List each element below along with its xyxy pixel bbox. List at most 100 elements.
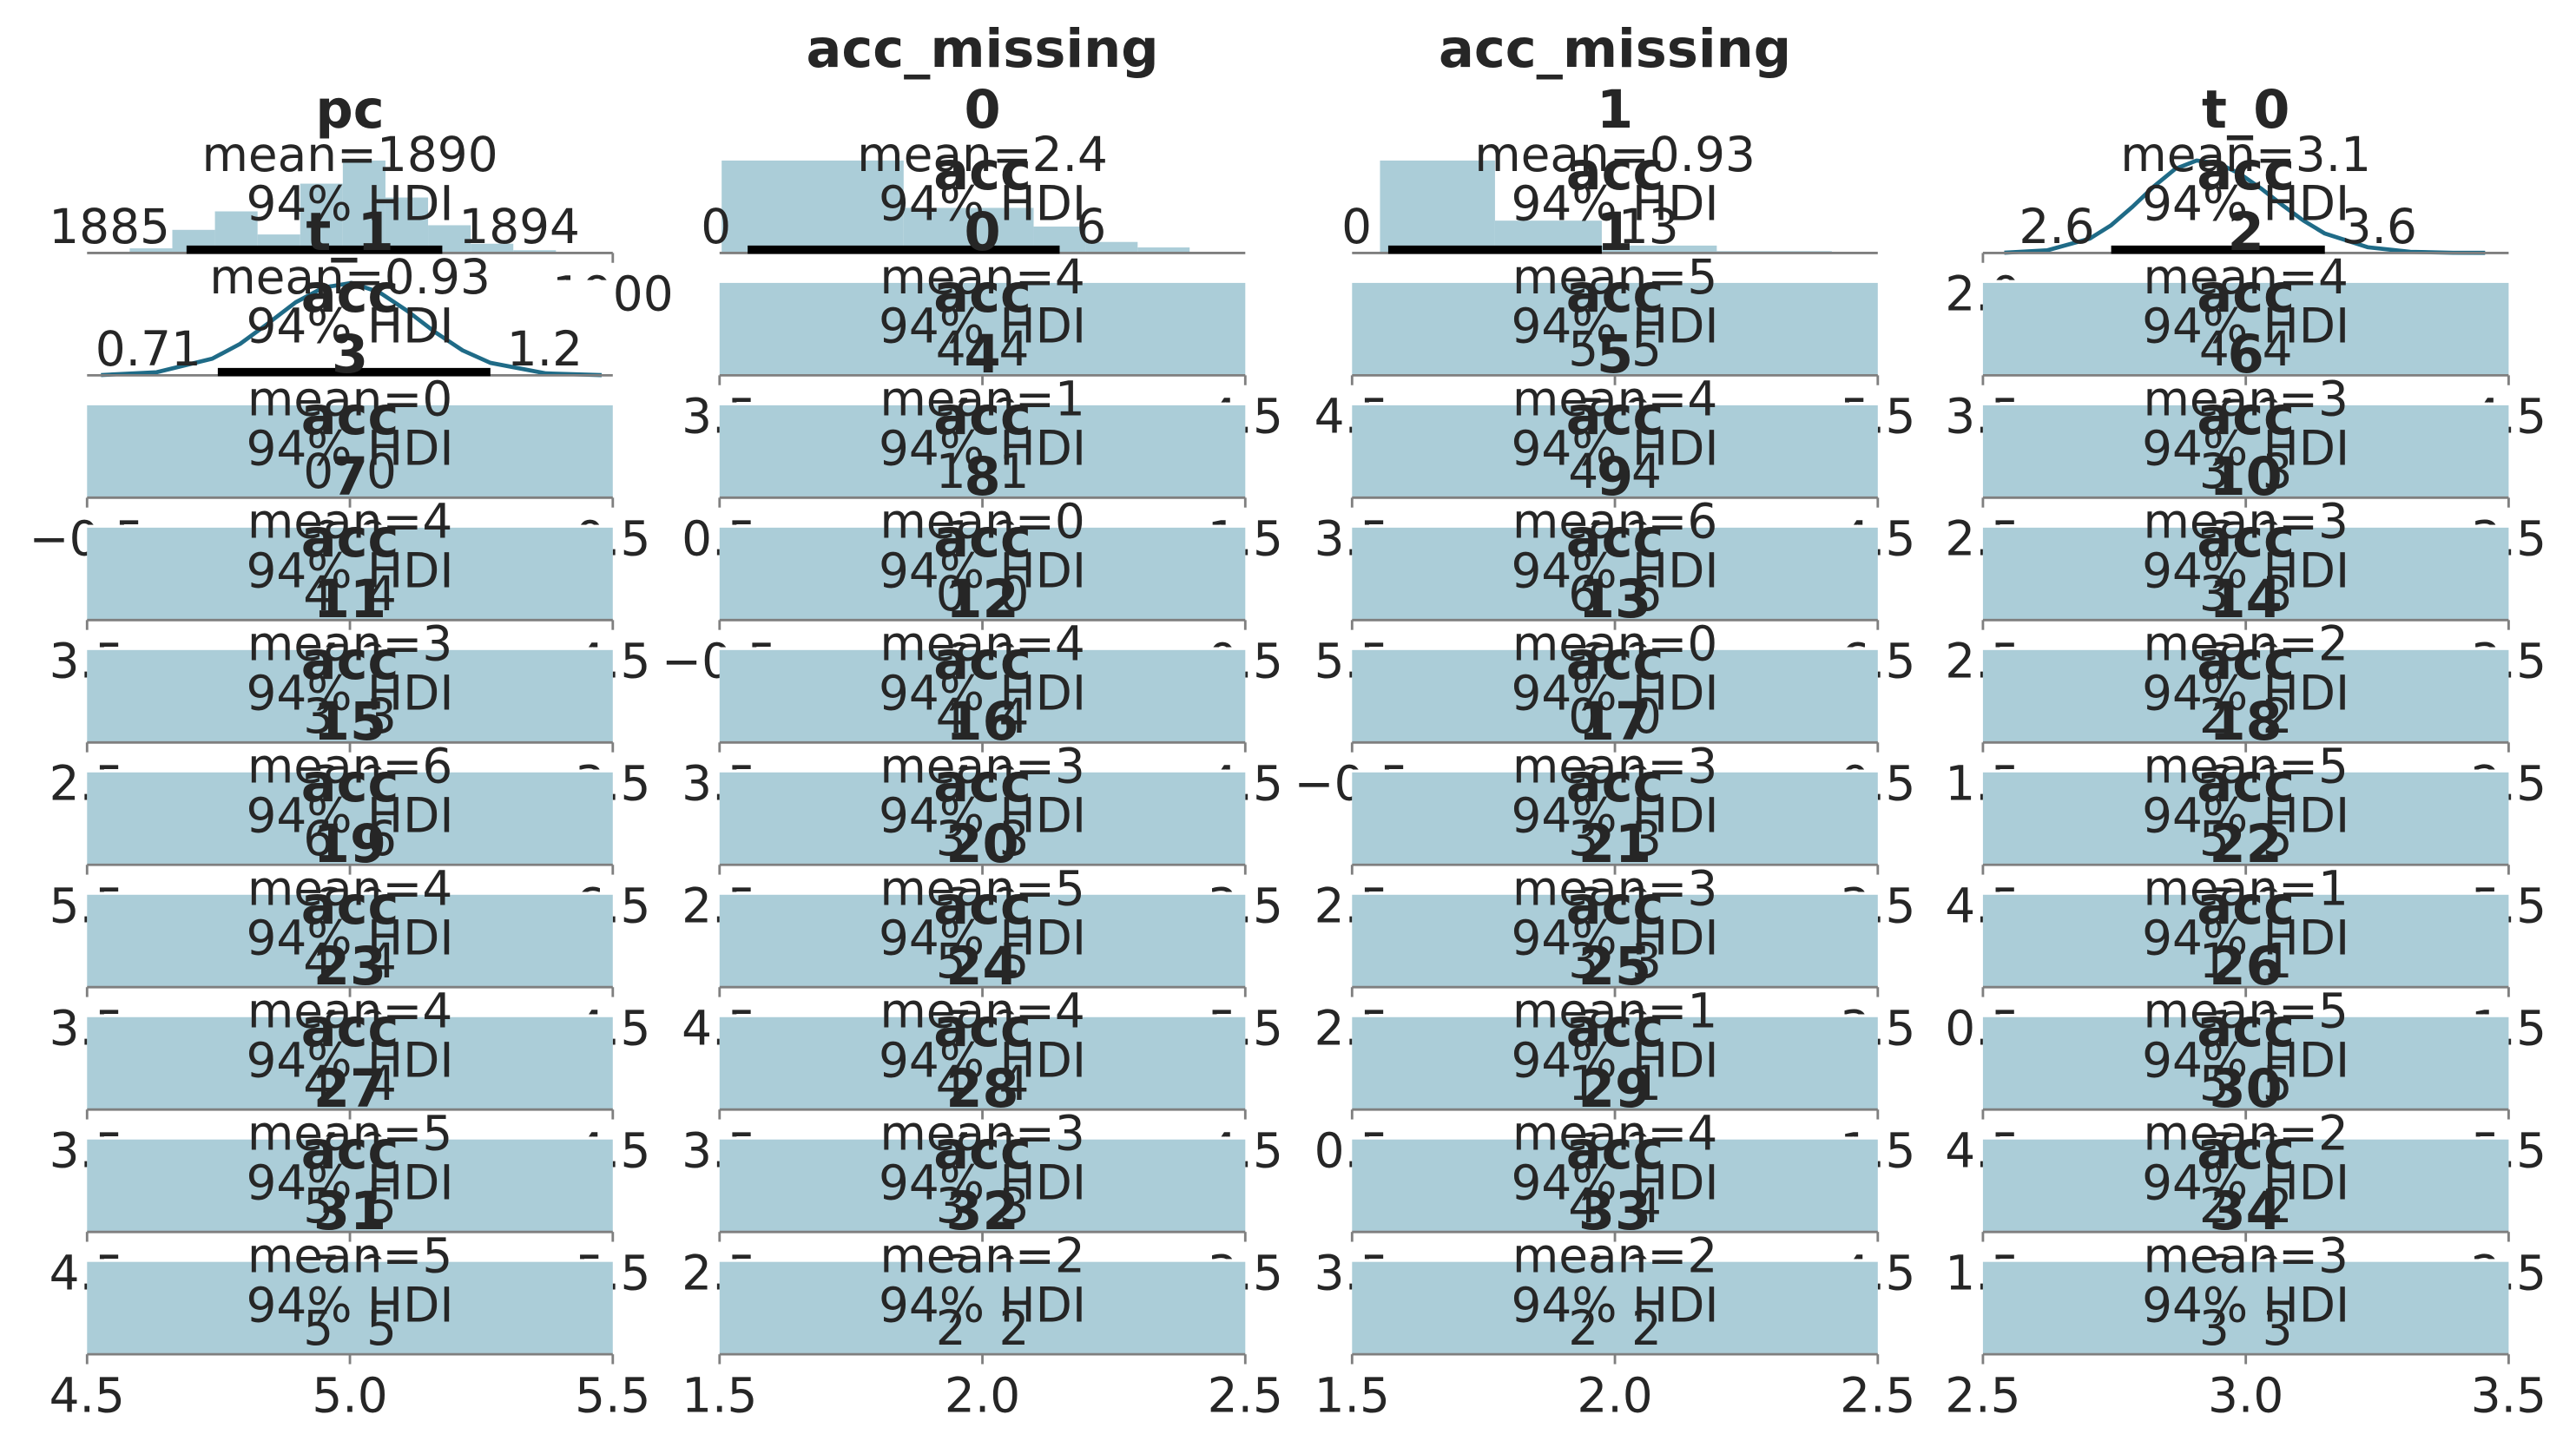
hdi-high-label: 4 [1631,444,1662,499]
hdi-high-label: 2 [2263,688,2293,744]
histogram-bar [1982,649,2509,743]
hdi-high-label: 2 [2263,1178,2293,1234]
panel-title: 22 [2210,814,2283,875]
hdi-label: 94% HDI [247,665,454,720]
panel-title: acc_missing [807,19,1159,80]
panel-title: 26 [2210,937,2283,997]
hdi-low-label: 3 [936,811,966,866]
hdi-label: 94% HDI [1512,665,1719,720]
hdi-high-label: 1 [998,444,1029,499]
panel-title: acc [301,631,399,692]
histogram-bar [1352,1016,1878,1110]
hdi-low-label: 6 [1568,566,1598,622]
histogram-bar [1982,772,2509,865]
hdi-label: 94% HDI [247,176,454,232]
hdi-high-label: 3 [2263,566,2293,622]
hdi-low-label: 4 [936,1056,966,1111]
kde-line [101,280,603,378]
histogram-bar [719,527,1246,621]
hdi-high-label: 1 [1631,1056,1662,1111]
hdi-high-label: 0 [998,566,1029,622]
hdi-label: 94% HDI [2142,910,2349,965]
panel-title: 14 [2210,569,2283,630]
hdi-low-label: 3 [1568,811,1598,866]
hdi-high-label: 4 [1631,1178,1662,1234]
hdi-low-label: 4 [303,1056,333,1111]
histogram-bar [87,894,613,988]
mean-label: mean=3 [880,739,1084,794]
panel-title: acc [933,264,1031,325]
histogram-bar [1352,1139,1878,1233]
axes-background [1982,157,2509,253]
panel-title: acc [933,876,1031,937]
histogram-bar [342,160,385,253]
histogram-bar [719,1016,1246,1110]
hdi-low-label: 1 [936,444,966,499]
hdi-high-label: 5 [2263,1056,2293,1111]
hdi-label: 94% HDI [2142,421,2349,477]
panel-title: acc [933,998,1031,1059]
histogram-bar [471,243,514,253]
hdi-low-label: 0 [701,199,731,254]
mean-label: mean=6 [247,739,452,794]
panel-title: 19 [313,814,386,875]
mean-label: mean=4 [880,616,1084,672]
x-tick-label: 2.5 [1840,1367,1915,1423]
mean-label: mean=0.93 [1474,127,1756,182]
panel-title: acc [933,1121,1031,1181]
panel-title: acc [2197,631,2295,692]
x-tick-label: 4.5 [49,1367,125,1423]
mean-label: mean=5 [247,1228,452,1284]
panel-title: acc [2197,876,2295,937]
hdi-low-label: 0 [303,444,333,499]
histogram-bar [513,250,557,253]
mean-label: mean=4 [880,984,1084,1039]
hdi-label: 94% HDI [2142,787,2349,843]
histogram-bar [903,207,1034,253]
hdi-high-label: 1.2 [507,321,583,377]
mean-label: mean=4 [247,861,452,917]
hdi-label: 94% HDI [1512,1277,1719,1332]
histogram-bar [719,1139,1246,1233]
x-tick-label: 1.5 [1314,1367,1390,1423]
mean-label: mean=4 [1512,1106,1717,1161]
histogram-bar [1982,1261,2509,1355]
x-tick-label: 2.5 [1945,1367,2020,1423]
mean-label: mean=3 [2143,1228,2348,1284]
hdi-low-label: 4 [303,566,333,622]
hdi-low-label: 3 [1568,933,1598,989]
hdi-low-label: 1 [1568,1056,1598,1111]
hdi-low-label: 3 [303,688,333,744]
panel-title: 11 [313,569,386,630]
hdi-high-label: 4 [998,1056,1029,1111]
panel-title: 20 [945,814,1018,875]
mean-label: mean=1 [880,372,1084,427]
histogram-bar [719,649,1246,743]
hdi-label: 94% HDI [879,1155,1086,1210]
hdi-high-label: 4 [998,688,1029,744]
hdi-label: 94% HDI [1512,910,1719,965]
hdi-low-label: 5 [2199,1056,2230,1111]
hdi-low-label: 2 [936,1300,966,1356]
panel-title: acc [2197,386,2295,447]
mean-label: mean=0 [247,372,452,427]
hdi-high-label: 4 [366,566,397,622]
hdi-label: 94% HDI [2142,543,2349,598]
mean-label: mean=5 [247,1106,452,1161]
mean-label: mean=2 [2143,1106,2348,1161]
mean-label: mean=3 [1512,739,1717,794]
hdi-high-label: 13 [1618,199,1679,254]
histogram-bar [719,282,1246,376]
panel-title: 3 [332,325,368,385]
hdi-high-label: 5 [2263,811,2293,866]
hdi-label: 94% HDI [247,787,454,843]
histogram-bar [1352,282,1878,376]
panel-title: 28 [945,1059,1018,1120]
hdi-label: 94% HDI [247,910,454,965]
panel-title: acc [1566,753,1664,814]
histogram-bar [1982,527,2509,621]
hdi-high-label: 4 [366,933,397,989]
panel-title: 7 [332,447,368,508]
hdi-label: 94% HDI [879,1032,1086,1088]
hdi-low-label: 3 [2199,444,2230,499]
